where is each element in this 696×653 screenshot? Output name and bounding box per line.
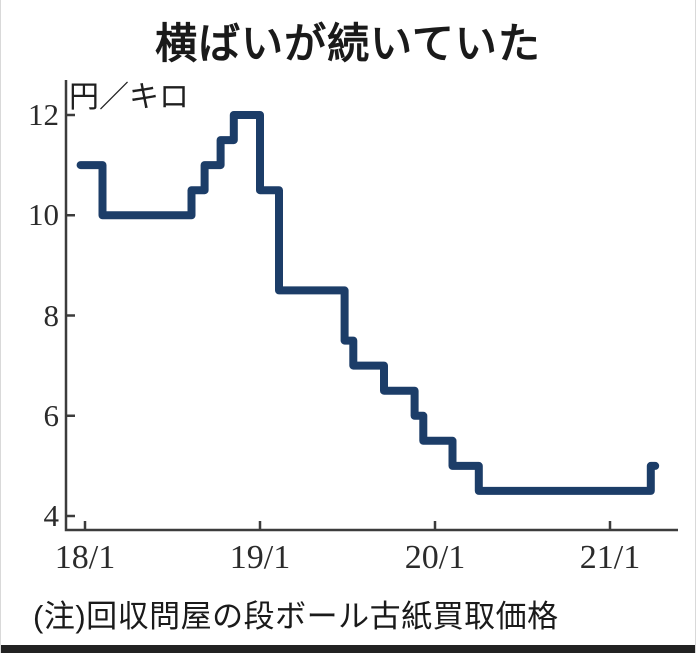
y-axis-unit-label: 円／キロ	[69, 81, 189, 114]
page-title: 横ばいが続いていた	[155, 20, 541, 67]
y-tick-label: 10	[28, 197, 59, 233]
y-tick-label: 4	[43, 498, 60, 533]
x-tick-label: 19/1	[229, 539, 291, 576]
chart-note: (注)回収問屋の段ボール古紙買取価格	[33, 599, 559, 634]
bottom-border-band	[1, 645, 695, 653]
axis-ticks	[66, 113, 612, 530]
price-step-line	[76, 111, 660, 495]
y-tick-label: 8	[43, 297, 60, 333]
y-tick-label: 6	[43, 397, 60, 433]
x-tick-label: 18/1	[54, 539, 116, 576]
axis-lines	[64, 80, 678, 532]
y-tick-label: 12	[28, 97, 59, 132]
x-tick-label: 21/1	[579, 539, 641, 576]
x-tick-label: 20/1	[404, 539, 466, 576]
